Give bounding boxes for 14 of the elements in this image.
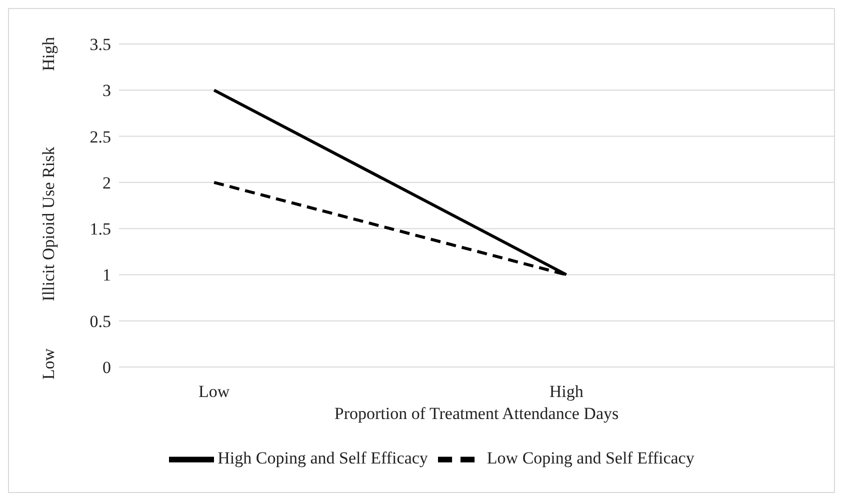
y-tick-label: 0.5: [90, 312, 111, 331]
text: High: [39, 37, 59, 71]
text: Low: [39, 348, 59, 380]
y-tick-label: 2: [102, 173, 111, 192]
legend-label: Low Coping and Self Efficacy: [486, 448, 694, 468]
y-tick-label: 1.5: [90, 220, 111, 239]
x-axis-title: Proportion of Treatment Attendance Days: [334, 404, 619, 423]
y-tick-label: 3.5: [90, 35, 111, 54]
y-tick-label: 2.5: [90, 127, 111, 146]
y-tick-label: 1: [102, 266, 111, 285]
y-tick-label: 0: [102, 358, 111, 378]
y-tick-label: 3: [102, 81, 111, 100]
y-axis-title: Illicit Opioid Use Risk: [39, 146, 59, 302]
legend-label: High Coping and Self Efficacy: [218, 448, 428, 468]
